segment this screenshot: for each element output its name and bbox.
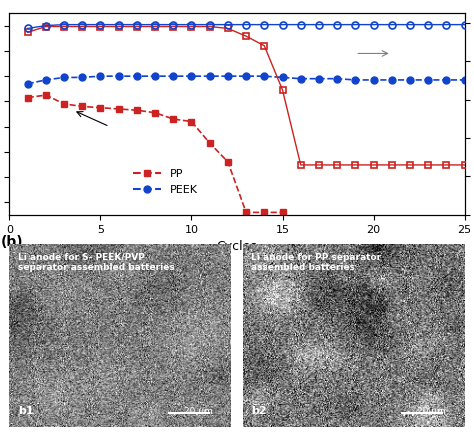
Legend: PP, PEEK: PP, PEEK xyxy=(129,165,202,199)
Text: 20 um: 20 um xyxy=(184,407,212,416)
Text: b2: b2 xyxy=(251,406,267,416)
Text: b1: b1 xyxy=(18,406,34,416)
Text: 20 um: 20 um xyxy=(417,407,446,416)
Text: (b): (b) xyxy=(0,235,23,249)
X-axis label: Cycles: Cycles xyxy=(217,240,257,253)
Text: Li anode for PP separator
assembled batteries: Li anode for PP separator assembled batt… xyxy=(251,253,382,272)
Text: Li anode for S- PEEK/PVP
separator assembled batteries: Li anode for S- PEEK/PVP separator assem… xyxy=(18,253,175,272)
